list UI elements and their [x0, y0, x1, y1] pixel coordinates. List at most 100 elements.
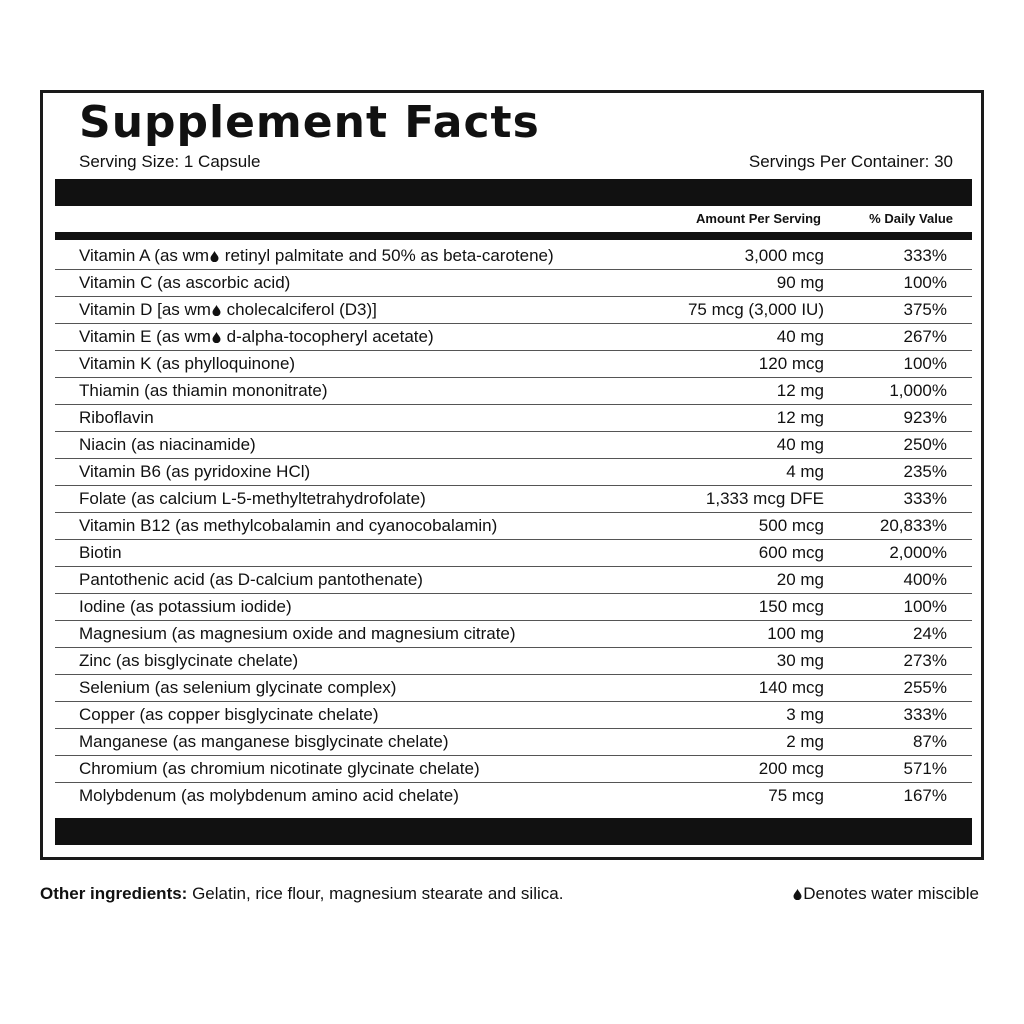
amount-per-serving: 1,333 mcg DFE — [705, 489, 824, 508]
daily-value-column-header: % Daily Value — [869, 211, 953, 226]
amount-per-serving: 150 mcg — [758, 597, 824, 616]
nutrient-row: Pantothenic acid (as D-calcium pantothen… — [55, 567, 972, 594]
amount-per-serving: 2 mg — [786, 732, 824, 751]
nutrient-name: Thiamin (as thiamin mononitrate) — [79, 378, 327, 404]
nutrient-name-suffix: d-alpha-tocopheryl acetate) — [221, 327, 434, 346]
amount-column-header: Amount Per Serving — [696, 211, 821, 226]
nutrient-name: Vitamin C (as ascorbic acid) — [79, 270, 290, 296]
nutrient-row: Vitamin K (as phylloquinone) 120 mcg 100% — [55, 351, 972, 378]
nutrient-name: Vitamin A (as wm retinyl palmitate and 5… — [79, 243, 554, 269]
daily-value-percent: 375% — [903, 300, 947, 319]
nutrient-name: Folate (as calcium L-5-methyltetrahydrof… — [79, 486, 426, 512]
amount-per-serving: 12 mg — [776, 381, 824, 400]
nutrient-name-text: Iodine (as potassium iodide) — [79, 597, 292, 616]
nutrient-row: Magnesium (as magnesium oxide and magnes… — [55, 621, 972, 648]
nutrient-name: Iodine (as potassium iodide) — [79, 594, 292, 620]
nutrient-name: Molybdenum (as molybdenum amino acid che… — [79, 783, 459, 809]
daily-value-percent: 100% — [903, 597, 947, 616]
nutrient-row: Vitamin A (as wm retinyl palmitate and 5… — [55, 243, 972, 270]
daily-value-percent: 100% — [903, 354, 947, 373]
water-miscible-legend: Denotes water miscible — [792, 883, 979, 905]
other-ingredients-text: Gelatin, rice flour, magnesium stearate … — [187, 884, 564, 903]
nutrient-name: Riboflavin — [79, 405, 154, 431]
nutrient-name-text: Vitamin K (as phylloquinone) — [79, 354, 296, 373]
bottom-divider-bar — [55, 818, 972, 845]
nutrient-row: Niacin (as niacinamide) 40 mg 250% — [55, 432, 972, 459]
supplement-facts-panel: Supplement Facts Serving Size: 1 Capsule… — [40, 90, 984, 860]
nutrient-name: Vitamin E (as wm d-alpha-tocopheryl acet… — [79, 324, 434, 350]
amount-per-serving: 12 mg — [776, 408, 824, 427]
amount-per-serving: 600 mcg — [758, 543, 824, 562]
amount-per-serving: 30 mg — [776, 651, 824, 670]
nutrient-name-text: Molybdenum (as molybdenum amino acid che… — [79, 786, 459, 805]
nutrient-row: Zinc (as bisglycinate chelate) 30 mg 273% — [55, 648, 972, 675]
daily-value-percent: 1,000% — [889, 381, 947, 400]
water-drop-icon — [212, 305, 221, 316]
daily-value-percent: 2,000% — [889, 543, 947, 562]
nutrient-name: Vitamin B12 (as methylcobalamin and cyan… — [79, 513, 497, 539]
daily-value-percent: 255% — [903, 678, 947, 697]
nutrient-row: Manganese (as manganese bisglycinate che… — [55, 729, 972, 756]
amount-per-serving: 500 mcg — [758, 516, 824, 535]
water-drop-icon — [210, 251, 219, 262]
daily-value-percent: 333% — [903, 489, 947, 508]
serving-size: Serving Size: 1 Capsule — [79, 152, 261, 171]
nutrient-row: Biotin 600 mcg 2,000% — [55, 540, 972, 567]
nutrient-table: Vitamin A (as wm retinyl palmitate and 5… — [55, 243, 972, 809]
nutrient-name-text: Zinc (as bisglycinate chelate) — [79, 651, 299, 670]
nutrient-row: Vitamin E (as wm d-alpha-tocopheryl acet… — [55, 324, 972, 351]
nutrient-name-text: Vitamin A (as wm — [79, 246, 210, 265]
nutrient-name-text: Biotin — [79, 543, 122, 562]
daily-value-percent: 20,833% — [879, 516, 947, 535]
nutrient-name: Pantothenic acid (as D-calcium pantothen… — [79, 567, 423, 593]
daily-value-percent: 267% — [903, 327, 947, 346]
nutrient-name-text: Copper (as copper bisglycinate chelate) — [79, 705, 379, 724]
nutrient-name-text: Thiamin (as thiamin mononitrate) — [79, 381, 328, 400]
nutrient-name-text: Vitamin D [as wm — [79, 300, 211, 319]
top-divider-bar — [55, 179, 972, 206]
nutrient-row: Copper (as copper bisglycinate chelate) 3… — [55, 702, 972, 729]
amount-per-serving: 75 mcg (3,000 IU) — [687, 300, 824, 319]
nutrient-row: Vitamin D [as wm cholecalciferol (D3)] 75… — [55, 297, 972, 324]
amount-per-serving: 4 mg — [786, 462, 824, 481]
header-divider-rule — [55, 232, 972, 240]
amount-per-serving: 40 mg — [776, 435, 824, 454]
nutrient-name: Vitamin D [as wm cholecalciferol (D3)] — [79, 297, 377, 323]
nutrient-name-text: Manganese (as manganese bisglycinate che… — [79, 732, 449, 751]
amount-per-serving: 140 mcg — [758, 678, 824, 697]
amount-per-serving: 40 mg — [776, 327, 824, 346]
nutrient-name: Copper (as copper bisglycinate chelate) — [79, 702, 379, 728]
nutrient-name-text: Folate (as calcium L-5-methyltetrahydrof… — [79, 489, 426, 508]
nutrient-name: Selenium (as selenium glycinate complex) — [79, 675, 396, 701]
nutrient-row: Iodine (as potassium iodide) 150 mcg 100% — [55, 594, 972, 621]
nutrient-name-suffix: cholecalciferol (D3)] — [221, 300, 377, 319]
water-drop-icon — [793, 889, 802, 900]
amount-per-serving: 20 mg — [776, 570, 824, 589]
daily-value-percent: 333% — [903, 705, 947, 724]
daily-value-percent: 250% — [903, 435, 947, 454]
nutrient-name-text: Vitamin B6 (as pyridoxine HCl) — [79, 462, 311, 481]
nutrient-name: Manganese (as manganese bisglycinate che… — [79, 729, 449, 755]
nutrient-name-text: Vitamin C (as ascorbic acid) — [79, 273, 291, 292]
amount-per-serving: 3 mg — [786, 705, 824, 724]
servings-per-container: Servings Per Container: 30 — [748, 152, 953, 171]
nutrient-row: Molybdenum (as molybdenum amino acid che… — [55, 783, 972, 809]
nutrient-row: Thiamin (as thiamin mononitrate) 12 mg 1,0… — [55, 378, 972, 405]
nutrient-name: Magnesium (as magnesium oxide and magnes… — [79, 621, 516, 647]
nutrient-name: Zinc (as bisglycinate chelate) — [79, 648, 298, 674]
nutrient-name: Chromium (as chromium nicotinate glycina… — [79, 756, 480, 782]
nutrient-name: Vitamin K (as phylloquinone) — [79, 351, 295, 377]
other-ingredients: Other ingredients: Gelatin, rice flour, … — [40, 883, 563, 905]
other-ingredients-label: Other ingredients: — [40, 884, 188, 903]
daily-value-percent: 87% — [912, 732, 947, 751]
daily-value-percent: 400% — [903, 570, 947, 589]
daily-value-percent: 333% — [903, 246, 947, 265]
nutrient-row: Folate (as calcium L-5-methyltetrahydrof… — [55, 486, 972, 513]
nutrient-name-text: Vitamin E (as wm — [79, 327, 211, 346]
amount-per-serving: 3,000 mcg — [744, 246, 824, 265]
nutrient-name-text: Chromium (as chromium nicotinate glycina… — [79, 759, 480, 778]
daily-value-percent: 923% — [903, 408, 947, 427]
nutrient-name-text: Selenium (as selenium glycinate complex) — [79, 678, 397, 697]
nutrient-name-text: Riboflavin — [79, 408, 154, 427]
daily-value-percent: 100% — [903, 273, 947, 292]
